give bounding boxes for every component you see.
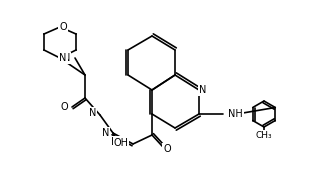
- Text: N: N: [63, 53, 70, 63]
- Text: O: O: [60, 102, 68, 112]
- Text: N: N: [89, 108, 96, 118]
- Text: N: N: [199, 85, 207, 95]
- Text: HN: HN: [111, 137, 126, 147]
- Text: O: O: [59, 22, 67, 32]
- Text: NH: NH: [228, 109, 243, 119]
- Text: N: N: [102, 128, 109, 138]
- Text: N: N: [59, 53, 67, 63]
- Text: CH₃: CH₃: [256, 131, 272, 139]
- Text: OH: OH: [113, 138, 128, 148]
- Text: O: O: [163, 144, 171, 154]
